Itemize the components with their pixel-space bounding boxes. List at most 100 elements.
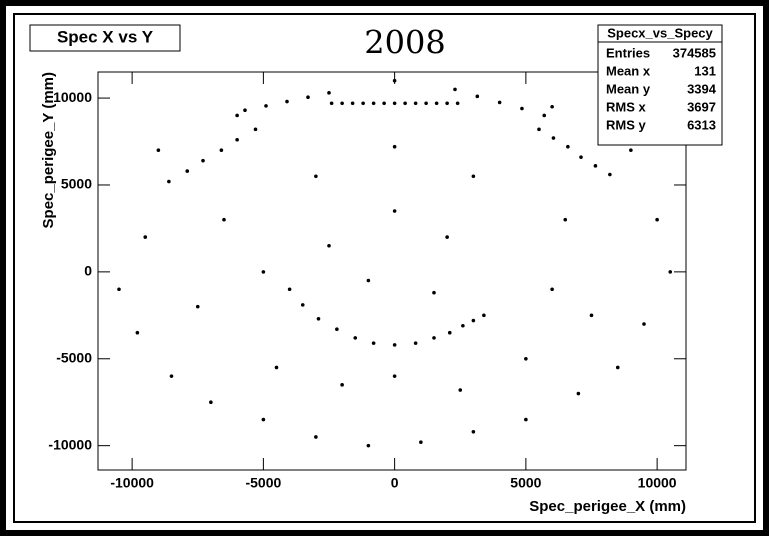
point (167, 179, 171, 184)
title-box (29, 24, 181, 52)
point (340, 101, 344, 106)
point (371, 101, 376, 106)
point (593, 164, 598, 168)
stats-label: RMS y (606, 117, 647, 132)
point (185, 169, 190, 173)
point (403, 101, 407, 106)
point (335, 327, 339, 332)
point (537, 127, 541, 132)
point (550, 287, 554, 292)
point (261, 417, 266, 422)
point (327, 91, 331, 95)
point (642, 322, 646, 326)
x-tick-label: 10000 (638, 475, 677, 491)
point (413, 101, 418, 106)
plot-frame (97, 71, 687, 471)
stats-value: 131 (694, 63, 716, 78)
point (497, 100, 502, 105)
point (445, 235, 449, 239)
point (350, 101, 355, 106)
point (314, 174, 318, 179)
stats-label: Mean x (606, 63, 651, 78)
point (392, 144, 397, 149)
stats-label: RMS x (606, 99, 647, 114)
point (340, 383, 344, 387)
point (117, 287, 121, 292)
point (243, 108, 247, 113)
point (550, 104, 554, 109)
x-tick-label: 0 (391, 475, 399, 491)
point (235, 137, 239, 142)
point (524, 356, 528, 361)
stats-value: 374585 (673, 45, 716, 60)
point (392, 78, 397, 83)
y-axis-label: Spec_perigee_Y (mm) (40, 72, 57, 228)
point (327, 243, 331, 248)
chart-title: Spec X vs Y (57, 27, 154, 46)
point (542, 113, 547, 118)
point (264, 104, 268, 108)
point (329, 101, 334, 106)
point (615, 365, 620, 370)
point (434, 101, 439, 106)
point (382, 101, 386, 106)
point (608, 172, 612, 177)
stats-value: 3697 (687, 99, 716, 114)
point (453, 87, 457, 92)
annotation: 2008 (364, 24, 445, 62)
point (253, 127, 258, 132)
point (306, 95, 310, 100)
point (424, 101, 428, 106)
point (471, 429, 476, 434)
stats-value: 3394 (687, 81, 717, 96)
point (589, 313, 594, 318)
x-axis-label: Spec_perigee_X (mm) (529, 498, 686, 515)
point (287, 287, 292, 292)
point (520, 106, 524, 111)
marks: -10000 -5000 0 5000 10000 -10000 -5000 0 5000 100… (48, 72, 686, 491)
point (563, 217, 568, 222)
point (222, 217, 226, 222)
point (447, 330, 452, 335)
point (169, 374, 174, 378)
point (475, 94, 480, 99)
point (143, 235, 148, 239)
point (392, 374, 397, 378)
point (576, 391, 581, 396)
point (392, 343, 397, 347)
inner-frame (13, 13, 756, 523)
point (471, 174, 476, 179)
x-tick-label: 5000 (510, 475, 541, 491)
point (371, 341, 376, 345)
point (579, 155, 583, 159)
point (566, 144, 570, 149)
stats-value: 6313 (687, 117, 716, 132)
point (458, 388, 463, 392)
point (471, 318, 476, 323)
y-tick-label: 0 (84, 263, 92, 279)
point (629, 148, 633, 153)
stats-frame (597, 24, 723, 146)
point (156, 148, 161, 153)
stats-label: Mean y (606, 81, 651, 96)
point (366, 278, 371, 283)
point (274, 365, 279, 370)
point (314, 435, 318, 439)
y-tick-label: -5000 (56, 349, 92, 365)
point (209, 400, 213, 405)
stats-title: Specx_vs_Specy (607, 25, 713, 40)
point (432, 336, 436, 340)
point (392, 209, 397, 213)
point (432, 290, 436, 295)
point (195, 304, 200, 309)
y-tick-label: 10000 (53, 89, 92, 105)
y-tick-label: 5000 (61, 176, 92, 192)
point (219, 148, 224, 153)
x-tick-label: -5000 (245, 475, 281, 491)
point (235, 113, 239, 118)
stats-box: Specx_vs_Specy Entries 374585 Mean x 131 Mea… (597, 24, 723, 146)
point (551, 136, 556, 140)
point (366, 443, 371, 448)
point (655, 217, 659, 222)
